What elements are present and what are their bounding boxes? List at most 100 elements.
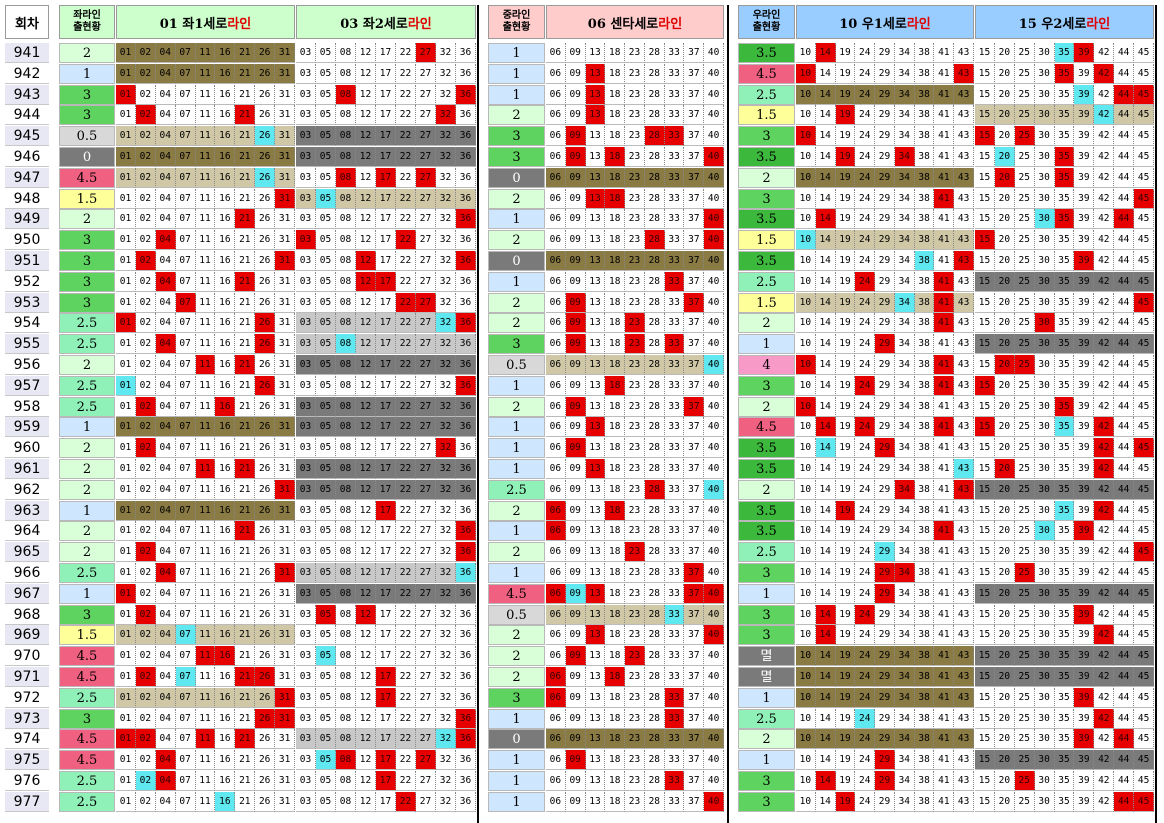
number-cell: 03 xyxy=(296,729,316,749)
number-cell: 18 xyxy=(605,688,626,708)
number-cell: 34 xyxy=(894,688,915,708)
number-cell: 24 xyxy=(855,542,876,562)
number-cell: 41 xyxy=(934,105,955,125)
number-cell: 43 xyxy=(954,313,975,333)
number-cell: 16 xyxy=(215,438,236,458)
number-cell: 27 xyxy=(416,272,436,292)
number-cell: 03 xyxy=(296,355,316,375)
number-line-r1: 10 14 19 24 29 34 38 41 43 xyxy=(796,334,975,354)
number-cell: 21 xyxy=(235,230,256,250)
number-cell: 40 xyxy=(704,459,725,479)
number-cell: 07 xyxy=(175,272,196,292)
number-cell: 29 xyxy=(875,480,895,500)
number-cell: 24 xyxy=(855,459,876,479)
number-cell: 10 xyxy=(796,397,816,417)
number-cell: 09 xyxy=(565,417,586,437)
number-cell: 15 xyxy=(975,168,995,188)
number-cell: 41 xyxy=(934,501,955,521)
number-cell: 08 xyxy=(336,542,356,562)
number-cell: 34 xyxy=(894,605,915,625)
number-cell: 20 xyxy=(994,584,1015,604)
center-count-cell: 2 xyxy=(488,667,545,687)
number-cell: 37 xyxy=(684,209,705,229)
number-cell: 25 xyxy=(1014,168,1035,188)
number-cell: 07 xyxy=(175,750,196,770)
number-cell: 05 xyxy=(316,459,336,479)
number-cell: 09 xyxy=(565,168,586,188)
number-cell: 24 xyxy=(855,85,876,105)
number-cell: 11 xyxy=(195,709,216,729)
number-line-l1: 01 02 04 07 11 16 21 26 31 xyxy=(116,376,296,396)
number-cell: 38 xyxy=(914,105,935,125)
number-cell: 30 xyxy=(1034,729,1055,749)
number-cell: 30 xyxy=(1034,189,1055,209)
number-cell: 10 xyxy=(796,584,816,604)
number-cell: 31 xyxy=(275,563,296,583)
header-left-line2-prefix: 03 좌2세로 xyxy=(340,16,408,32)
number-cell: 36 xyxy=(456,459,476,479)
number-line-l1: 01 02 04 07 11 16 21 26 31 xyxy=(116,667,296,687)
number-cell: 15 xyxy=(975,625,995,645)
number-cell: 12 xyxy=(356,729,376,749)
number-line-c: 06 09 13 18 23 28 33 37 40 xyxy=(546,251,725,271)
number-cell: 30 xyxy=(1034,376,1055,396)
left-count-cell: 2.5 xyxy=(59,334,115,354)
number-cell: 34 xyxy=(894,64,915,84)
number-cell: 12 xyxy=(356,251,376,271)
number-cell: 45 xyxy=(1134,85,1155,105)
number-cell: 32 xyxy=(436,709,456,729)
number-cell: 30 xyxy=(1034,501,1055,521)
number-cell: 08 xyxy=(336,355,356,375)
number-cell: 17 xyxy=(376,667,396,687)
number-cell: 26 xyxy=(255,438,276,458)
number-cell: 14 xyxy=(815,750,836,770)
number-cell: 02 xyxy=(135,542,156,562)
number-cell: 20 xyxy=(994,126,1015,146)
number-cell: 36 xyxy=(456,563,476,583)
center-count-cell: 2 xyxy=(488,542,545,562)
number-cell: 32 xyxy=(436,417,456,437)
number-cell: 16 xyxy=(215,293,236,313)
number-line-c: 06 09 13 18 23 28 33 37 40 xyxy=(546,376,725,396)
number-cell: 20 xyxy=(994,230,1015,250)
number-cell: 27 xyxy=(416,542,436,562)
number-cell: 44 xyxy=(1114,771,1135,791)
number-cell: 05 xyxy=(316,521,336,541)
number-cell: 34 xyxy=(894,792,915,812)
number-cell: 22 xyxy=(396,272,416,292)
center-count-cell: 2 xyxy=(488,313,545,333)
number-cell: 39 xyxy=(1074,64,1095,84)
header-center-count: 중라인 출현황 xyxy=(488,5,545,39)
number-cell: 04 xyxy=(155,792,176,812)
number-cell: 05 xyxy=(316,563,336,583)
number-cell: 01 xyxy=(116,792,136,812)
number-cell: 16 xyxy=(215,417,236,437)
number-cell: 11 xyxy=(195,43,216,63)
number-cell: 03 xyxy=(296,792,316,812)
number-cell: 38 xyxy=(914,480,935,500)
number-cell: 39 xyxy=(1074,438,1095,458)
number-line-l2: 03 05 08 12 17 22 27 32 36 xyxy=(296,729,476,749)
number-cell: 07 xyxy=(175,209,196,229)
number-cell: 01 xyxy=(116,147,136,167)
number-cell: 32 xyxy=(436,625,456,645)
number-cell: 21 xyxy=(235,501,256,521)
number-cell: 39 xyxy=(1074,126,1095,146)
number-cell: 36 xyxy=(456,792,476,812)
number-cell: 20 xyxy=(994,646,1015,666)
number-cell: 06 xyxy=(546,272,566,292)
number-cell: 34 xyxy=(894,334,915,354)
number-cell: 02 xyxy=(135,397,156,417)
number-cell: 33 xyxy=(664,501,685,521)
number-cell: 14 xyxy=(815,85,836,105)
number-cell: 32 xyxy=(436,438,456,458)
number-cell: 21 xyxy=(235,646,256,666)
number-cell: 21 xyxy=(235,584,256,604)
number-cell: 11 xyxy=(195,667,216,687)
number-cell: 45 xyxy=(1134,501,1155,521)
column-divider xyxy=(727,5,729,823)
number-cell: 34 xyxy=(894,625,915,645)
number-cell: 35 xyxy=(1054,771,1075,791)
number-cell: 37 xyxy=(684,293,705,313)
center-count-cell: 1 xyxy=(488,272,545,292)
